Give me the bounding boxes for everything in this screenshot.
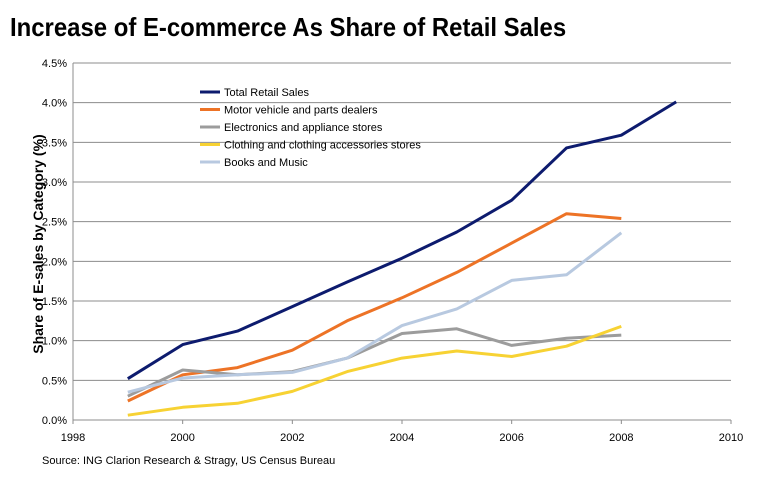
x-tick-label: 1998 <box>61 432 85 444</box>
y-tick-label: 4.5% <box>42 58 67 70</box>
y-tick-label: 2.0% <box>42 256 67 268</box>
series-lines <box>127 100 677 417</box>
y-tick-label: 2.5% <box>42 217 67 229</box>
x-tick-label: 2008 <box>609 432 633 444</box>
chart-title: Increase of E-commerce As Share of Retai… <box>10 12 567 42</box>
legend-label: Books and Music <box>224 157 308 169</box>
x-tick-labels: 1998 2000 2002 2004 2006 2008 2010 <box>61 432 743 444</box>
y-tick-label: 0.0% <box>42 415 67 427</box>
y-tick-label: 4.0% <box>42 98 67 110</box>
y-tick-label: 3.5% <box>42 137 67 149</box>
y-tick-labels: 0.0% 0.5% 1.0% 1.5% 2.0% 2.5% 3.0% 3.5% 4.0% 4.5% <box>42 58 67 427</box>
series-line-5 <box>127 231 623 394</box>
series-line-3 <box>127 327 622 398</box>
legend-label: Motor vehicle and parts dealers <box>224 105 378 117</box>
series-line-4 <box>127 324 622 417</box>
axes <box>72 63 732 424</box>
source-note: Source: ING Clarion Research & Stragy, U… <box>42 455 336 467</box>
x-tick-label: 2006 <box>499 432 523 444</box>
x-tick-label: 2010 <box>719 432 743 444</box>
legend-label: Clothing and clothing accessories stores <box>224 140 421 152</box>
y-tick-label: 1.5% <box>42 296 67 308</box>
legend: Total Retail Sales Motor vehicle and part… <box>200 87 421 169</box>
x-tick-label: 2004 <box>390 432 414 444</box>
x-tick-label: 2002 <box>280 432 304 444</box>
x-tick-label: 2000 <box>170 432 194 444</box>
legend-label: Electronics and appliance stores <box>224 122 383 134</box>
series-line-1 <box>127 100 677 380</box>
y-tick-label: 0.5% <box>42 375 67 387</box>
gridlines <box>73 62 731 381</box>
legend-label: Total Retail Sales <box>224 87 309 99</box>
y-tick-label: 3.0% <box>42 177 67 189</box>
y-tick-label: 1.0% <box>42 336 67 348</box>
